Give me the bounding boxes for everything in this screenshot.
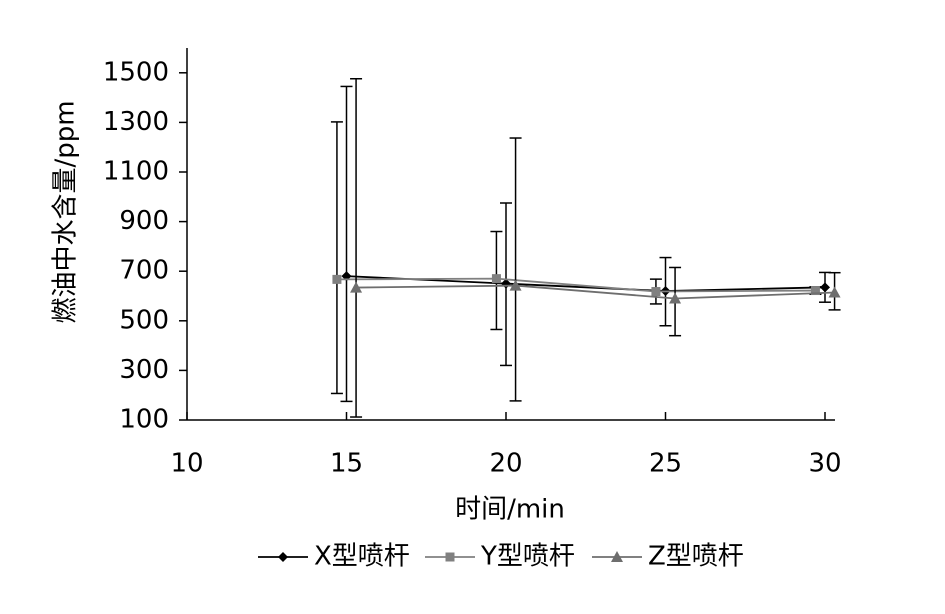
legend-label: Z型喷杆: [648, 542, 744, 572]
x-tick-label: 20: [489, 449, 522, 479]
data-point: [332, 274, 342, 284]
legend-marker: [278, 552, 288, 562]
data-point: [651, 287, 661, 297]
x-tick-label: 25: [649, 449, 682, 479]
series-line: [356, 284, 835, 300]
y-tick-label: 500: [119, 305, 169, 335]
error-bar: [509, 137, 522, 402]
legend-label: X型喷杆: [314, 542, 410, 572]
y-tick-label: 100: [119, 405, 169, 435]
data-point: [828, 286, 841, 298]
data-point: [509, 279, 522, 291]
series-line: [346, 275, 826, 292]
data-point: [491, 274, 501, 284]
y-tick-label: 700: [119, 256, 169, 286]
x-tick-label: 15: [330, 449, 363, 479]
y-tick-label: 900: [119, 206, 169, 236]
y-tick-label: 1500: [103, 57, 169, 87]
error-bar: [340, 85, 353, 403]
y-axis-title: 燃油中水含量/ppm: [51, 100, 81, 323]
data-point: [669, 292, 682, 304]
series-line: [336, 277, 816, 293]
data-point: [350, 281, 363, 293]
x-tick-label: 30: [808, 449, 841, 479]
legend-label: Y型喷杆: [480, 542, 575, 572]
data-point: [810, 286, 820, 296]
x-axis-title: 时间/min: [455, 495, 565, 525]
y-tick-label: 300: [119, 355, 169, 385]
data-point: [820, 282, 830, 293]
error-bar: [330, 121, 343, 395]
legend-marker: [611, 551, 623, 562]
x-tick-label: 10: [170, 449, 203, 479]
y-tick-label: 1100: [103, 157, 169, 187]
error-bar: [350, 78, 363, 418]
y-tick-label: 1300: [103, 107, 169, 137]
legend-marker: [445, 552, 455, 562]
